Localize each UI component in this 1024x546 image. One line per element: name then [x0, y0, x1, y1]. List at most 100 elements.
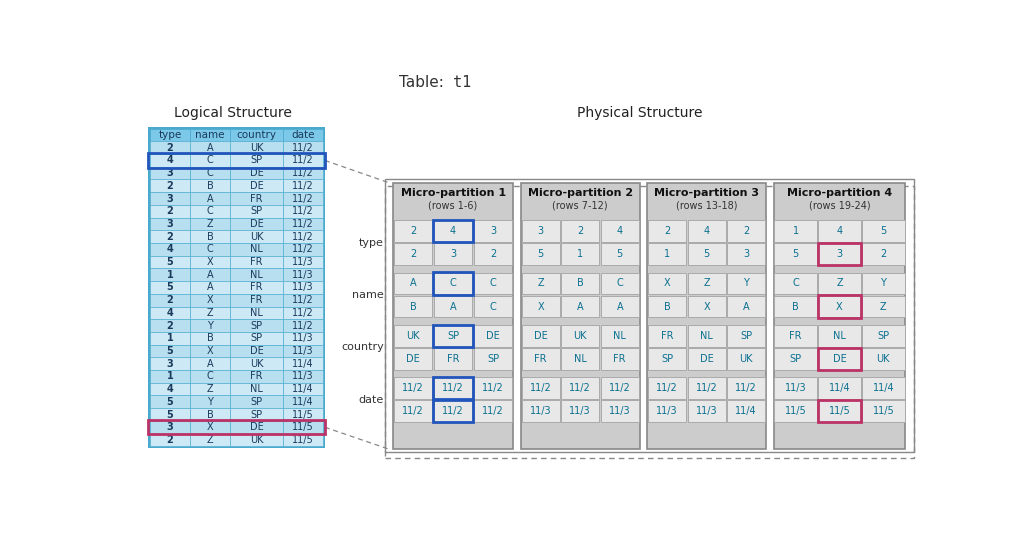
Bar [283, 306, 324, 319]
Bar [230, 269, 283, 281]
Text: A: A [410, 278, 417, 288]
Bar [190, 167, 230, 180]
Text: 11/2: 11/2 [529, 383, 552, 393]
Text: FR: FR [251, 371, 263, 382]
Text: 11/2: 11/2 [292, 321, 314, 330]
Text: 11/2: 11/2 [442, 383, 464, 393]
Text: 3: 3 [167, 359, 173, 369]
Bar [521, 182, 640, 449]
Text: FR: FR [535, 354, 547, 364]
Bar [648, 296, 686, 317]
Bar [727, 272, 765, 294]
Text: DE: DE [250, 168, 263, 178]
Bar [283, 243, 324, 256]
Bar [774, 400, 817, 422]
Text: 11/3: 11/3 [609, 406, 631, 416]
Bar [150, 370, 190, 383]
Text: X: X [538, 301, 544, 312]
Bar [561, 296, 599, 317]
Bar [190, 421, 230, 434]
Text: UK: UK [250, 435, 263, 445]
Bar [150, 281, 190, 294]
Text: Y: Y [743, 278, 749, 288]
Bar [474, 325, 512, 347]
Bar [283, 294, 324, 306]
Text: FR: FR [446, 354, 460, 364]
Bar [283, 332, 324, 345]
Text: A: A [207, 359, 213, 369]
Bar [474, 400, 512, 422]
Bar [687, 400, 726, 422]
Text: 11/4: 11/4 [292, 384, 314, 394]
Text: Z: Z [207, 308, 213, 318]
Bar [230, 154, 283, 167]
Bar [862, 296, 904, 317]
Text: 4: 4 [167, 308, 173, 318]
Text: NL: NL [250, 384, 263, 394]
Text: 2: 2 [743, 226, 750, 236]
Bar [601, 272, 639, 294]
Text: 11/3: 11/3 [656, 406, 678, 416]
Text: A: A [207, 143, 213, 153]
Text: UK: UK [877, 354, 890, 364]
Bar [727, 296, 765, 317]
Text: 5: 5 [167, 346, 173, 356]
Text: SP: SP [487, 354, 500, 364]
Bar [774, 296, 817, 317]
Bar [601, 400, 639, 422]
Bar [283, 129, 324, 141]
Bar [818, 400, 861, 423]
Bar [774, 377, 817, 399]
Text: X: X [664, 278, 671, 288]
Bar [818, 348, 860, 370]
Bar [230, 434, 283, 446]
Bar [601, 325, 639, 347]
Text: Table:: Table: [399, 75, 454, 90]
Text: 3: 3 [490, 226, 497, 236]
Text: C: C [207, 206, 214, 216]
Bar [190, 230, 230, 243]
Bar [601, 220, 639, 242]
Text: SP: SP [447, 331, 459, 341]
Bar [727, 325, 765, 347]
Text: DE: DE [250, 219, 263, 229]
Text: 11/2: 11/2 [292, 181, 314, 191]
Bar [190, 319, 230, 332]
Text: 11/2: 11/2 [442, 406, 464, 416]
Text: C: C [489, 278, 497, 288]
Text: FR: FR [660, 331, 673, 341]
Text: FR: FR [251, 193, 263, 204]
Text: name: name [352, 290, 384, 300]
Bar [150, 357, 190, 370]
Bar [190, 395, 230, 408]
Bar [862, 377, 904, 399]
Bar [283, 269, 324, 281]
Text: 2: 2 [410, 226, 416, 236]
Text: NL: NL [250, 270, 263, 280]
Bar [190, 218, 230, 230]
Bar [150, 319, 190, 332]
Bar [434, 377, 472, 399]
Text: SP: SP [251, 397, 263, 407]
Bar [283, 395, 324, 408]
Bar [283, 319, 324, 332]
Bar [687, 377, 726, 399]
Bar [818, 377, 860, 399]
Bar [283, 256, 324, 269]
Bar [561, 377, 599, 399]
Bar [434, 325, 472, 347]
Text: 4: 4 [451, 226, 456, 236]
Bar [474, 296, 512, 317]
Text: 11/3: 11/3 [292, 346, 314, 356]
Text: B: B [207, 410, 214, 419]
Bar [150, 408, 190, 421]
Bar [687, 244, 726, 265]
Text: 11/3: 11/3 [292, 270, 314, 280]
Text: 2: 2 [664, 226, 670, 236]
Text: NL: NL [700, 331, 713, 341]
Text: (rows 1-6): (rows 1-6) [428, 201, 478, 211]
Text: 2: 2 [167, 232, 173, 242]
Text: 11/3: 11/3 [292, 371, 314, 382]
Bar [648, 400, 686, 422]
Text: 5: 5 [538, 249, 544, 259]
